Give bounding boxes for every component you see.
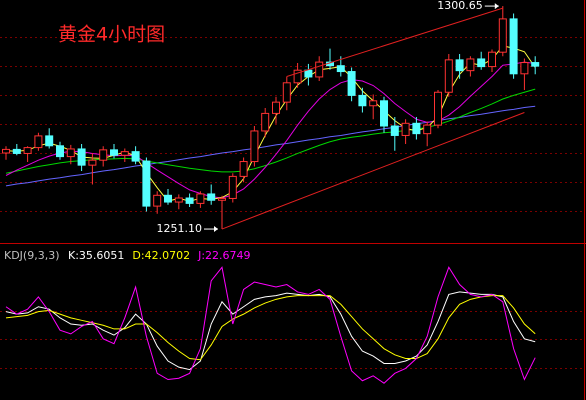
moving-average — [5, 105, 536, 187]
candle-body — [412, 122, 421, 135]
annotation-label: 1251.10 — [157, 222, 203, 235]
candle-body — [12, 148, 21, 154]
candle-body — [2, 148, 10, 154]
candle-body — [164, 194, 172, 203]
chart-title: 黄金4小时图 — [58, 24, 165, 46]
annotation-arrowhead — [214, 226, 218, 233]
candle-body — [23, 147, 32, 154]
candle-body — [120, 151, 129, 156]
candle-body — [88, 159, 97, 166]
trendline — [221, 112, 525, 230]
candle-body — [390, 125, 399, 136]
trendline — [286, 7, 503, 77]
candle-body — [509, 18, 518, 75]
candle-body — [423, 124, 432, 135]
annotation-arrowhead — [494, 3, 499, 10]
candle-body — [228, 175, 237, 199]
candle-body — [455, 59, 464, 72]
candle-body — [466, 58, 475, 72]
candle-body — [34, 135, 43, 149]
candle-body — [207, 193, 216, 201]
candle-body — [315, 61, 324, 78]
kdj-line — [5, 295, 536, 361]
price-panel: 1300.65 1251.10 — [2, 0, 540, 235]
candle-body — [261, 112, 270, 132]
candle-body — [477, 58, 486, 68]
candle-body — [131, 151, 140, 162]
candle-body — [444, 59, 453, 93]
kdj-line — [5, 266, 536, 384]
candle-body — [250, 130, 259, 163]
candle-body — [174, 197, 183, 203]
candle-body — [498, 18, 507, 53]
candle-body — [293, 69, 302, 84]
candle-body — [347, 71, 356, 96]
candle-body — [142, 160, 151, 207]
candle-body — [531, 62, 540, 67]
candle-body — [239, 161, 248, 177]
candle-body — [488, 51, 496, 68]
legend-entry: J:22.6749 — [197, 249, 250, 262]
moving-average — [5, 88, 536, 174]
annotation-label: 1300.65 — [437, 0, 483, 12]
legend-entry: K:35.6051 — [68, 249, 124, 262]
candle-body — [336, 65, 345, 73]
candle-body — [282, 82, 291, 103]
candle-body — [45, 135, 54, 147]
legend-entry: D:42.0702 — [132, 249, 190, 262]
moving-average — [5, 61, 536, 199]
candle-body — [358, 94, 367, 107]
candle-body — [434, 91, 442, 126]
candle-body — [185, 197, 194, 204]
candle-body — [380, 100, 388, 127]
moving-average — [5, 45, 536, 202]
candle-body — [369, 100, 378, 107]
candle-body — [304, 69, 313, 78]
candle-body — [401, 122, 410, 136]
candle-body — [56, 145, 64, 158]
candle-body — [196, 193, 205, 204]
candle-body — [77, 148, 86, 166]
kdj-title: KDJ(9,3,3) — [4, 249, 60, 262]
candle-body — [153, 194, 162, 207]
grid — [0, 37, 584, 369]
candle-body — [110, 149, 118, 156]
kdj-panel: K:35.6051 D:42.0702 J:22.6749 — [5, 249, 536, 384]
candle-body — [272, 101, 280, 114]
candle-body — [218, 197, 226, 201]
candle-body — [99, 149, 108, 161]
candle-body — [520, 62, 529, 75]
candle-body — [66, 148, 75, 158]
